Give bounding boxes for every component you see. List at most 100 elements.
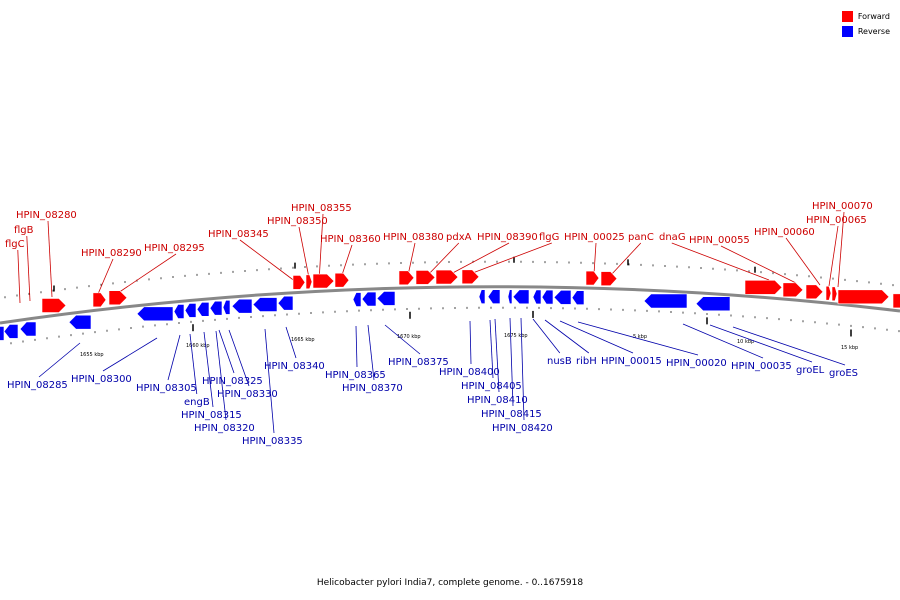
forward-gene-arrow (825, 285, 832, 301)
forward-gene-label: HPIN_00055 (689, 235, 750, 246)
reverse-gene-arrow (376, 291, 396, 306)
scale-label: 1670 kbp (397, 334, 421, 340)
forward-gene-arrow (415, 270, 436, 285)
scale-label: 15 kbp (841, 345, 858, 351)
leader-line (732, 326, 846, 366)
leader-line (828, 225, 839, 287)
forward-gene-label: HPIN_08380 (383, 232, 444, 243)
leader-line (17, 249, 21, 304)
leader-line (446, 242, 510, 277)
scale-labels: 1655 kbp 1660 kbp 1665 kbp 1670 kbp 1675 kbp… (80, 333, 858, 358)
scale-ticks (4, 256, 900, 345)
leader-line (203, 331, 214, 408)
forward-gene-label: HPIN_08295 (144, 243, 205, 254)
leader-line (469, 242, 552, 275)
forward-gene-label: pdxA (446, 232, 472, 243)
leader-line (167, 334, 181, 381)
reverse-gene-arrow (571, 290, 585, 306)
reverse-gene-label: HPIN_08370 (342, 383, 403, 394)
legend-forward: Forward (841, 9, 890, 24)
forward-gene-arrow (108, 290, 128, 306)
forward-gene-arrow (585, 270, 600, 286)
forward-gene-arrow (312, 273, 335, 289)
reverse-gene-label: nusB (547, 356, 572, 367)
forward-gene-arrow (92, 292, 107, 308)
leader-line (424, 242, 460, 279)
reverse-gene-label: HPIN_08410 (467, 395, 528, 406)
forward-gene-label: HPIN_08290 (81, 248, 142, 259)
leader-line (593, 242, 597, 275)
reverse-gene-arrow (532, 289, 542, 305)
forward-gene-label: HPIN_08280 (16, 210, 77, 221)
reverse-gene-arrow (487, 289, 501, 305)
leader-line (239, 239, 301, 286)
scale-label: 1675 kbp (504, 333, 528, 339)
reverse-gene-label: HPIN_08400 (439, 367, 500, 378)
scale-label: 5 kbp (633, 334, 647, 340)
forward-gene-arrow (805, 284, 824, 300)
leader-line (298, 226, 311, 284)
reverse-gene-label: HPIN_00015 (601, 356, 662, 367)
reverse-gene-label: engB (184, 397, 210, 408)
reverse-gene-label: HPIN_00020 (666, 358, 727, 369)
reverse-gene-arrow (222, 300, 231, 315)
reverse-gene-label: HPIN_08405 (461, 381, 522, 392)
leader-line (264, 328, 275, 434)
reverse-gene-arrow (3, 324, 19, 339)
reverse-gene-arrow (352, 292, 362, 307)
forward-gene-arrow (837, 289, 890, 305)
leader-line (47, 220, 53, 298)
leader-line (489, 319, 494, 379)
legend-swatch-forward (841, 11, 853, 22)
reverse-gene-label: groES (829, 368, 858, 379)
scale-label: 1660 kbp (186, 343, 210, 349)
leader-line (26, 235, 31, 302)
forward-gene-label: HPIN_00025 (564, 232, 625, 243)
reverse-gene-label: ribH (576, 356, 597, 367)
forward-gene-arrow (892, 293, 900, 309)
reverse-gene-label: HPIN_08420 (492, 423, 553, 434)
leader-line (509, 317, 514, 407)
legend-swatch-reverse (841, 26, 853, 37)
forward-gene-label: HPIN_00060 (754, 227, 815, 238)
reverse-gene-label: groEL (796, 365, 825, 376)
forward-gene-arrow (461, 269, 480, 285)
reverse-gene-label: HPIN_08365 (325, 370, 386, 381)
leader-line (218, 329, 235, 374)
leader-line (532, 318, 561, 354)
reverse-gene-label: HPIN_08375 (388, 357, 449, 368)
reverse-gene-label: HPIN_08300 (71, 374, 132, 385)
legend-label-forward: Forward (857, 12, 890, 21)
genome-caption: Helicobacter pylori India7, complete gen… (316, 578, 584, 588)
reverse-gene-label: HPIN_08340 (264, 361, 325, 372)
genome-backbone (0, 285, 900, 325)
reverse-gene-label: HPIN_08325 (202, 376, 263, 387)
reverse-gene-label: HPIN_08305 (136, 383, 197, 394)
leader-line (577, 321, 699, 356)
forward-gene-label: flgC (5, 239, 25, 250)
reverse-gene-arrow (361, 291, 377, 307)
forward-gene-label: HPIN_00065 (806, 215, 867, 226)
leader-line (682, 323, 764, 359)
forward-gene-arrow (782, 282, 804, 298)
leader-line (215, 330, 227, 421)
reverse-gene-arrow (184, 303, 197, 318)
leader-line (384, 324, 421, 355)
reverse-gene-arrow (553, 290, 572, 305)
gene-features (0, 269, 900, 341)
forward-gene-label: HPIN_08390 (477, 232, 538, 243)
legend-reverse: Reverse (841, 24, 890, 39)
leader-line (469, 320, 472, 365)
reverse-gene-arrow (173, 304, 185, 319)
reverse-gene-arrow (478, 289, 486, 305)
reverse-gene-arrow (0, 326, 5, 341)
forward-gene-arrow (600, 271, 618, 286)
leader-line (228, 329, 250, 387)
leader-line (102, 337, 158, 372)
reverse-gene-label: HPIN_00035 (731, 361, 792, 372)
leader-line (520, 317, 525, 421)
leader-line (355, 325, 358, 368)
leader-line (38, 342, 81, 378)
leader-line (610, 242, 642, 276)
